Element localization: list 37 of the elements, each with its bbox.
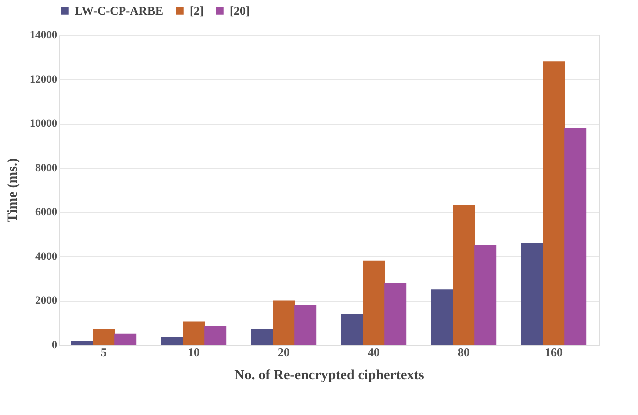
y-tick-label: 0 — [52, 340, 58, 352]
x-tick-label: 40 — [368, 346, 380, 360]
bar — [474, 245, 497, 345]
y-tick-label: 6000 — [36, 206, 58, 219]
bar — [521, 243, 544, 345]
legend-label: LW-C-CP-ARBE — [75, 4, 164, 18]
bar — [273, 300, 295, 345]
x-tick-label: 10 — [188, 346, 200, 360]
bar — [363, 260, 385, 345]
y-tick-label: 8000 — [36, 162, 58, 174]
x-tick-label: 80 — [458, 346, 470, 360]
bar — [543, 62, 565, 345]
x-tick-label: 5 — [101, 346, 107, 360]
bar — [341, 314, 364, 345]
bar — [251, 330, 274, 345]
bar — [114, 334, 137, 345]
bar — [453, 206, 475, 345]
y-tick-label: 12000 — [30, 74, 58, 86]
bar — [204, 326, 227, 345]
bar — [294, 305, 317, 345]
bar — [431, 290, 454, 345]
y-tick-label: 4000 — [36, 250, 58, 263]
legend-label: [20] — [230, 4, 250, 18]
x-tick-label: 20 — [278, 346, 290, 360]
y-tick-label: 10000 — [30, 118, 58, 130]
bar — [71, 341, 94, 345]
bar — [564, 128, 587, 345]
y-tick-label: 14000 — [30, 30, 58, 42]
bar — [384, 283, 407, 345]
bar — [161, 337, 184, 345]
x-tick-label: 160 — [545, 346, 563, 360]
y-axis-title: Time (ms.) — [6, 158, 21, 223]
legend-label: [2] — [190, 4, 204, 18]
y-tick-label: 2000 — [36, 295, 58, 308]
bar — [93, 330, 115, 345]
bar — [183, 322, 205, 345]
x-axis-title: No. of Re-encrypted ciphertexts — [234, 368, 425, 384]
